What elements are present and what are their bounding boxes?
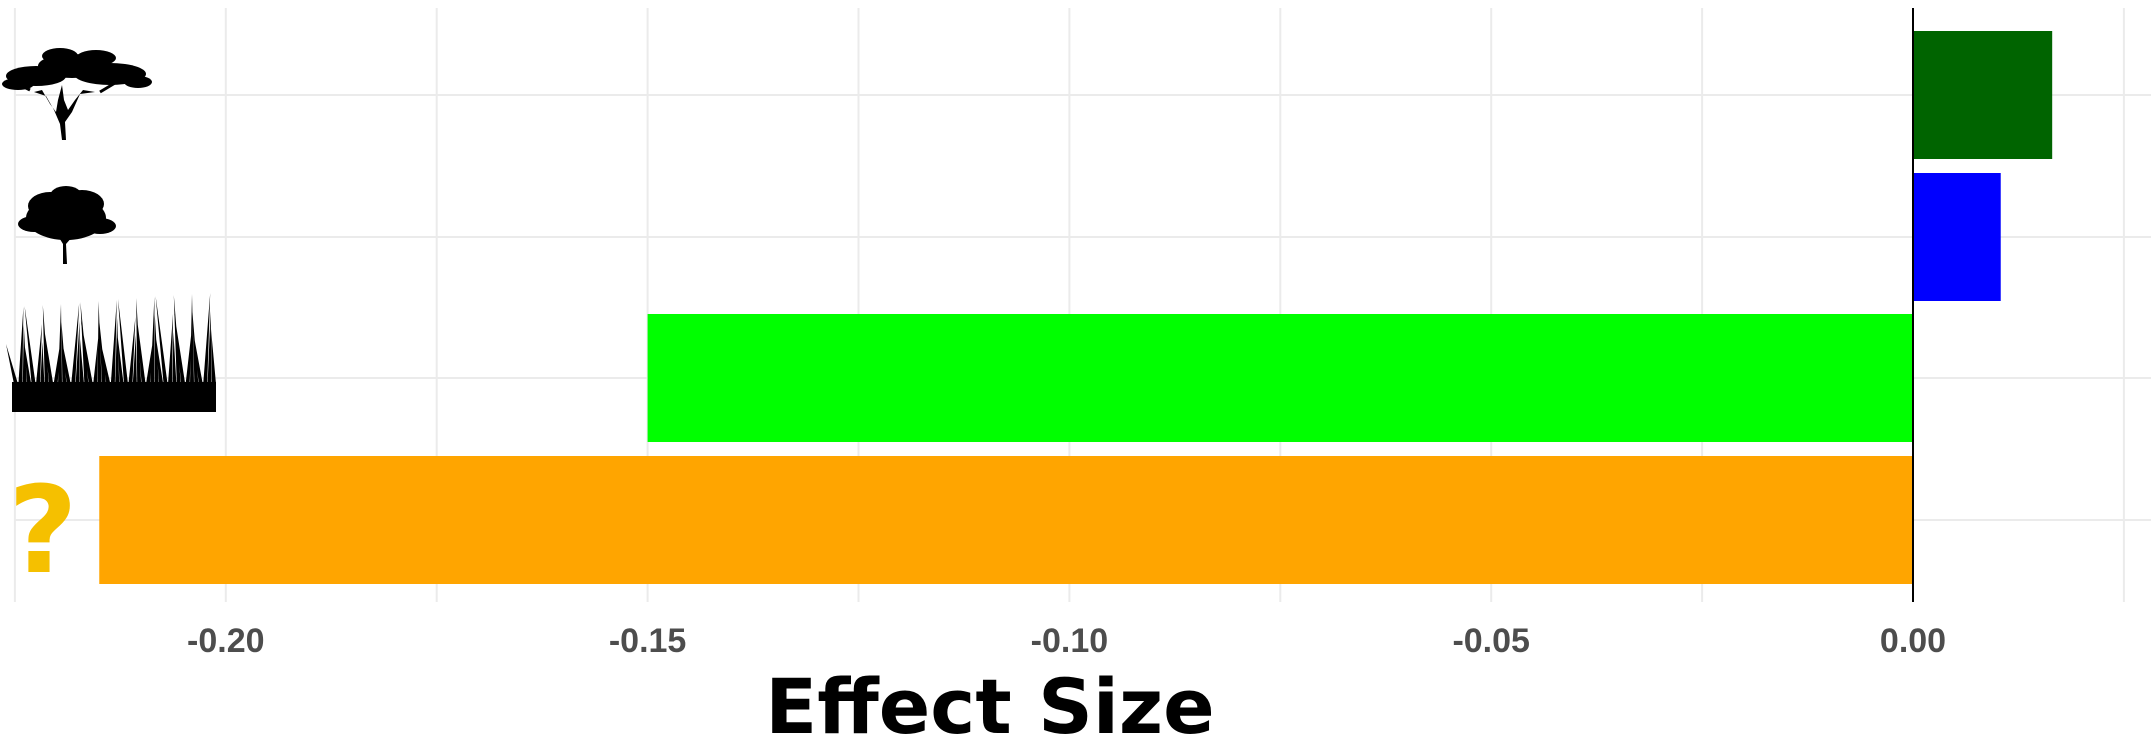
- bar-grass: [647, 314, 1913, 442]
- x-tick-labels: -0.20 -0.15 -0.10 -0.05 0.00: [187, 622, 1946, 660]
- x-tick-label: -0.05: [1452, 622, 1530, 660]
- bars: [99, 31, 2053, 584]
- x-tick-label: -0.15: [609, 622, 687, 660]
- bar-acacia-tree: [1913, 31, 2053, 159]
- grass-icon: [6, 293, 216, 412]
- bar-unknown: [99, 456, 1913, 584]
- x-tick-label: -0.20: [187, 622, 265, 660]
- x-tick-label: -0.10: [1031, 622, 1109, 660]
- grass-blades: [6, 293, 216, 384]
- bar-shrub-tree: [1913, 173, 2001, 301]
- question-mark-icon: ?: [8, 462, 78, 601]
- shrub-tree-icon: [18, 186, 116, 264]
- acacia-tree-icon: [2, 48, 152, 140]
- x-axis-title: Effect Size: [765, 662, 1214, 739]
- x-tick-label: 0.00: [1880, 622, 1946, 660]
